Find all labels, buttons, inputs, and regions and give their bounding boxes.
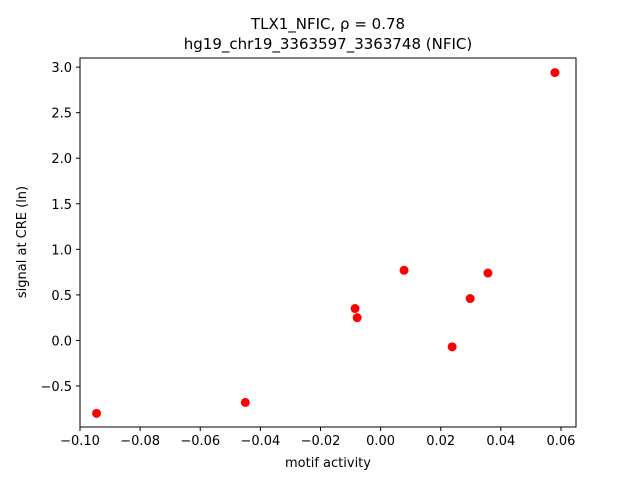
y-tick-label: 3.0 [51, 61, 72, 76]
data-point [352, 313, 362, 323]
x-tick-label: −0.04 [240, 434, 280, 449]
x-axis-label: motif activity [285, 456, 371, 471]
data-point [399, 265, 409, 275]
y-tick-label: 0.0 [51, 334, 72, 349]
y-tick-label: 2.5 [51, 107, 72, 122]
x-tick-label: −0.06 [180, 434, 220, 449]
data-point [447, 342, 457, 352]
y-tick-label: −0.5 [40, 380, 72, 395]
data-point [240, 397, 250, 407]
y-tick-label: 0.5 [51, 289, 72, 304]
x-axis: −0.10 −0.08 −0.06 −0.04 −0.02 0.00 0.02 0.04 0.0… [60, 427, 575, 449]
chart-title-line2: hg19_chr19_3363597_3363748 (NFIC) [184, 35, 472, 54]
x-tick-label: 0.06 [546, 434, 575, 449]
data-point [483, 268, 493, 278]
data-points [92, 68, 560, 418]
plot-area-frame [79, 57, 577, 428]
y-axis-label: signal at CRE (ln) [15, 186, 30, 298]
data-point [550, 68, 560, 78]
x-tick-label: 0.02 [426, 434, 455, 449]
y-tick-label: 1.0 [51, 243, 72, 258]
x-tick-label: −0.02 [301, 434, 341, 449]
data-point [350, 304, 360, 314]
x-tick-label: 0.04 [486, 434, 515, 449]
y-tick-label: 1.5 [51, 198, 72, 213]
x-tick-label: −0.08 [120, 434, 160, 449]
chart-title-line1: TLX1_NFIC, ρ = 0.78 [250, 15, 405, 34]
x-tick-label: 0.00 [366, 434, 395, 449]
x-tick-label: −0.10 [60, 434, 100, 449]
y-tick-label: 2.0 [51, 152, 72, 167]
data-point [92, 408, 102, 418]
data-point [465, 294, 475, 304]
y-axis: −0.5 0.0 0.5 1.0 1.5 2.0 2.5 3.0 [40, 61, 80, 395]
